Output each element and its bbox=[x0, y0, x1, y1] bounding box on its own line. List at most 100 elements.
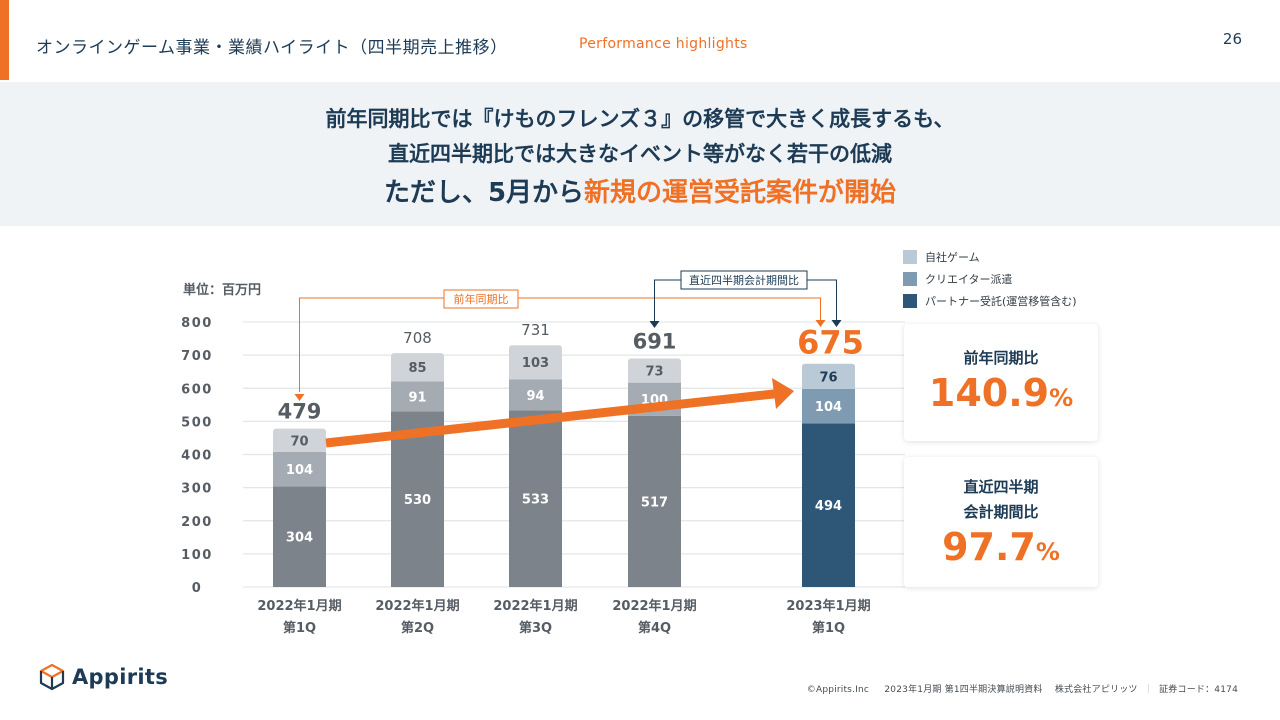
total-label: 675 bbox=[797, 324, 864, 362]
footer-document: 2023年1月期 第1四半期決算説明資料 bbox=[884, 685, 1043, 695]
y-tick-label: 200 bbox=[181, 515, 213, 530]
x-tick-label: 第1Q bbox=[283, 620, 316, 636]
summary-banner bbox=[0, 82, 1280, 226]
legend-label: パートナー受託(運営移管含む) bbox=[925, 295, 1077, 308]
cube-logo-icon bbox=[39, 663, 65, 691]
y-tick-label: 0 bbox=[192, 581, 203, 596]
qoq-card-label-1: 直近四半期 bbox=[963, 478, 1039, 496]
segment-value-label: 103 bbox=[522, 356, 549, 371]
x-tick-label: 第2Q bbox=[401, 620, 434, 636]
x-tick-label: 2023年1月期 bbox=[786, 598, 870, 614]
company-logo: Appirits bbox=[38, 663, 168, 691]
segment-value-label: 104 bbox=[815, 400, 842, 415]
footer: ©Appirits.Inc 2023年1月期 第1四半期決算説明資料 株式会社ア… bbox=[807, 682, 1238, 695]
segment-value-label: 76 bbox=[819, 370, 837, 385]
segment-value-label: 85 bbox=[408, 361, 426, 376]
x-tick-label: 2022年1月期 bbox=[375, 598, 459, 614]
y-tick-label: 600 bbox=[181, 382, 213, 397]
qoq-arrowhead-left bbox=[649, 321, 660, 328]
total-label: 479 bbox=[278, 400, 322, 424]
bar-segment-creator bbox=[273, 451, 326, 487]
yoy-bracket-line bbox=[299, 297, 821, 392]
yoy-card-value: 140.9% bbox=[904, 371, 1098, 415]
bar-segment-partner bbox=[273, 486, 326, 587]
segment-value-label: 530 bbox=[404, 493, 431, 508]
qoq-label-box bbox=[680, 270, 808, 290]
legend-label: 自社ゲーム bbox=[925, 251, 980, 264]
unit-label: 単位：百万円 bbox=[183, 283, 262, 298]
bar-segment-partner bbox=[628, 415, 681, 587]
bar-segment-own-game-fill bbox=[628, 362, 681, 383]
segment-value-label: 494 bbox=[815, 499, 842, 514]
segment-value-label: 304 bbox=[286, 531, 313, 546]
yoy-card: 前年同期比 140.9% bbox=[904, 324, 1098, 441]
summary-line-1: 前年同期比では『けものフレンズ３』の移管で大きく成長するも、 bbox=[325, 107, 955, 131]
trend-arrow-head bbox=[772, 378, 794, 409]
segment-value-label: 94 bbox=[526, 389, 544, 404]
segment-value-label: 533 bbox=[522, 493, 549, 508]
x-tick-label: 2022年1月期 bbox=[493, 598, 577, 614]
legend-swatch-creator bbox=[903, 272, 917, 286]
yoy-label: 前年同期比 bbox=[454, 292, 509, 306]
segment-value-label: 517 bbox=[641, 495, 668, 510]
yoy-label-box bbox=[443, 289, 519, 309]
legend-label: クリエイター派遣 bbox=[925, 273, 1013, 286]
bar-segment-partner bbox=[509, 410, 562, 587]
bar-segment-creator bbox=[509, 379, 562, 411]
legend-item-creator: クリエイター派遣 bbox=[903, 268, 1077, 290]
page-title: オンラインゲーム事業・業績ハイライト（四半期売上推移） bbox=[36, 38, 508, 58]
summary-line-3-highlight: 新規の運営受託案件が開始 bbox=[584, 178, 897, 208]
bar-segment-own-game-fill bbox=[391, 357, 444, 382]
footer-company: 株式会社アピリッツ bbox=[1054, 685, 1138, 695]
bar-segment-own-game-fill bbox=[509, 349, 562, 380]
segment-value-label: 91 bbox=[408, 390, 426, 405]
qoq-label: 直近四半期会計期間比 bbox=[689, 273, 799, 287]
footer-copyright: ©Appirits.Inc bbox=[806, 685, 870, 695]
y-tick-label: 100 bbox=[181, 548, 213, 563]
x-tick-label: 2022年1月期 bbox=[257, 598, 341, 614]
yoy-value-unit: % bbox=[1049, 384, 1074, 412]
total-label: 731 bbox=[521, 321, 550, 339]
bar-segment-own-game-fill bbox=[802, 367, 855, 389]
footer-securities-code: 証券コード：4174 bbox=[1159, 685, 1238, 695]
page-subtitle: Performance highlights bbox=[579, 36, 748, 52]
total-label: 691 bbox=[633, 329, 677, 353]
legend-item-partner: パートナー受託(運営移管含む) bbox=[903, 290, 1077, 312]
yoy-value-number: 140.9 bbox=[928, 371, 1050, 415]
y-tick-label: 800 bbox=[181, 316, 213, 331]
bar-segment-own-game-fill bbox=[273, 432, 326, 452]
x-tick-label: 第1Q bbox=[812, 620, 845, 636]
page-number: 26 bbox=[1222, 30, 1242, 48]
qoq-card-value: 97.7% bbox=[904, 525, 1098, 569]
bar-segment-creator bbox=[802, 388, 855, 424]
logo-text: Appirits bbox=[72, 665, 169, 689]
footer-separator: ｜ bbox=[1143, 685, 1153, 695]
segment-value-label: 73 bbox=[645, 365, 663, 380]
legend-swatch-own-game bbox=[903, 250, 917, 264]
x-tick-label: 2022年1月期 bbox=[612, 598, 696, 614]
legend-item-own-game: 自社ゲーム bbox=[903, 246, 1077, 268]
qoq-value-number: 97.7 bbox=[942, 525, 1036, 569]
bar-segment-partner bbox=[802, 423, 855, 587]
segment-value-label: 104 bbox=[286, 463, 313, 478]
qoq-value-unit: % bbox=[1035, 538, 1060, 566]
segment-value-label: 70 bbox=[290, 434, 308, 449]
yoy-arrowhead-left bbox=[294, 394, 305, 401]
summary-line-2: 直近四半期比では大きなイベント等がなく若干の低減 bbox=[388, 142, 892, 166]
total-label: 708 bbox=[403, 329, 432, 347]
x-tick-label: 第4Q bbox=[638, 620, 671, 636]
legend-swatch-partner bbox=[903, 294, 917, 308]
header-accent-bar bbox=[0, 0, 9, 80]
y-tick-label: 300 bbox=[181, 482, 213, 497]
summary-line-3: ただし、5月から新規の運営受託案件が開始 bbox=[0, 172, 1280, 209]
bar-segment-partner bbox=[391, 411, 444, 587]
summary-line-3-prefix: ただし、5月から bbox=[383, 178, 585, 208]
trend-arrow-shaft bbox=[325, 389, 779, 448]
qoq-card: 直近四半期 会計期間比 97.7% bbox=[904, 457, 1098, 587]
chart-legend: 自社ゲーム クリエイター派遣 パートナー受託(運営移管含む) bbox=[903, 246, 1077, 312]
x-tick-label: 第3Q bbox=[519, 620, 552, 636]
y-tick-label: 400 bbox=[181, 449, 213, 464]
qoq-card-label-2: 会計期間比 bbox=[963, 503, 1039, 521]
qoq-arrowhead-right bbox=[831, 320, 842, 327]
